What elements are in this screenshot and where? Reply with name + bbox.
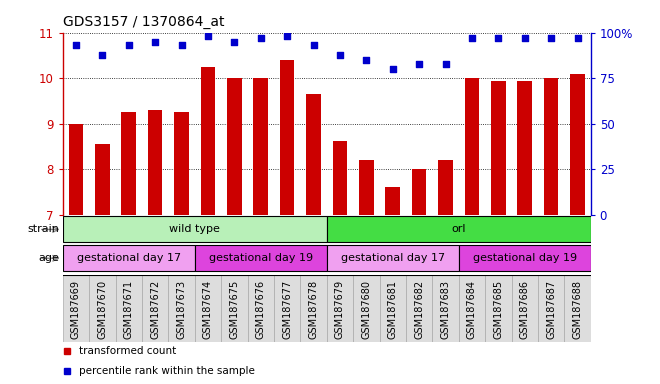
Point bbox=[519, 35, 530, 41]
Bar bbox=[517, 81, 532, 215]
Bar bbox=[221, 275, 248, 342]
Bar bbox=[412, 169, 426, 215]
Text: GSM187682: GSM187682 bbox=[414, 280, 424, 339]
Bar bbox=[63, 245, 195, 271]
Bar bbox=[491, 81, 506, 215]
Point bbox=[71, 42, 81, 48]
Text: GDS3157 / 1370864_at: GDS3157 / 1370864_at bbox=[63, 15, 224, 29]
Bar bbox=[195, 275, 221, 342]
Bar bbox=[63, 217, 327, 242]
Bar bbox=[385, 187, 400, 215]
Text: gestational day 19: gestational day 19 bbox=[473, 253, 577, 263]
Text: GSM187685: GSM187685 bbox=[493, 280, 504, 339]
Point bbox=[203, 33, 213, 39]
Bar bbox=[432, 275, 459, 342]
Bar bbox=[359, 161, 374, 215]
Bar bbox=[148, 110, 162, 215]
Bar bbox=[438, 161, 453, 215]
Text: GSM187678: GSM187678 bbox=[308, 280, 319, 339]
Text: GSM187681: GSM187681 bbox=[387, 280, 398, 339]
Bar bbox=[406, 275, 432, 342]
Text: GSM187671: GSM187671 bbox=[123, 280, 134, 339]
Bar bbox=[69, 124, 83, 215]
Text: GSM187680: GSM187680 bbox=[361, 280, 372, 339]
Point bbox=[414, 61, 424, 67]
Bar bbox=[115, 275, 142, 342]
Bar bbox=[544, 78, 558, 215]
Bar bbox=[327, 275, 353, 342]
Bar bbox=[253, 78, 268, 215]
Bar bbox=[201, 67, 215, 215]
Bar bbox=[327, 217, 591, 242]
Bar bbox=[280, 60, 294, 215]
Bar bbox=[459, 275, 485, 342]
Text: age: age bbox=[38, 253, 59, 263]
Bar bbox=[538, 275, 564, 342]
Point bbox=[282, 33, 292, 39]
Text: GSM187679: GSM187679 bbox=[335, 280, 345, 339]
Text: GSM187669: GSM187669 bbox=[71, 280, 81, 339]
Bar bbox=[353, 275, 380, 342]
Text: GSM187672: GSM187672 bbox=[150, 280, 160, 339]
Bar bbox=[274, 275, 300, 342]
Text: gestational day 17: gestational day 17 bbox=[341, 253, 445, 263]
Text: GSM187676: GSM187676 bbox=[255, 280, 266, 339]
Text: percentile rank within the sample: percentile rank within the sample bbox=[79, 366, 254, 376]
Point bbox=[229, 39, 240, 45]
Text: gestational day 17: gestational day 17 bbox=[77, 253, 181, 263]
Text: gestational day 19: gestational day 19 bbox=[209, 253, 313, 263]
Text: GSM187670: GSM187670 bbox=[97, 280, 108, 339]
Point bbox=[467, 35, 477, 41]
Bar bbox=[89, 275, 116, 342]
Bar bbox=[570, 74, 585, 215]
Text: GSM187687: GSM187687 bbox=[546, 280, 556, 339]
Point bbox=[176, 42, 187, 48]
Point bbox=[440, 61, 451, 67]
Point bbox=[308, 42, 319, 48]
Bar bbox=[142, 275, 168, 342]
Text: GSM187686: GSM187686 bbox=[519, 280, 530, 339]
Bar bbox=[174, 113, 189, 215]
Bar bbox=[512, 275, 538, 342]
Bar bbox=[300, 275, 327, 342]
Bar bbox=[248, 275, 274, 342]
Point bbox=[97, 51, 108, 58]
Point bbox=[387, 66, 398, 72]
Point bbox=[150, 39, 160, 45]
Bar bbox=[379, 275, 406, 342]
Point bbox=[123, 42, 134, 48]
Text: transformed count: transformed count bbox=[79, 346, 176, 356]
Bar bbox=[564, 275, 591, 342]
Bar bbox=[168, 275, 195, 342]
Bar bbox=[63, 275, 89, 342]
Point bbox=[361, 57, 372, 63]
Bar bbox=[195, 245, 327, 271]
Bar bbox=[465, 78, 479, 215]
Text: GSM187673: GSM187673 bbox=[176, 280, 187, 339]
Text: GSM187684: GSM187684 bbox=[467, 280, 477, 339]
Text: GSM187688: GSM187688 bbox=[572, 280, 583, 339]
Point bbox=[546, 35, 556, 41]
Bar bbox=[227, 78, 242, 215]
Bar bbox=[333, 141, 347, 215]
Point bbox=[255, 35, 266, 41]
Text: GSM187675: GSM187675 bbox=[229, 280, 240, 339]
Text: GSM187677: GSM187677 bbox=[282, 280, 292, 339]
Bar bbox=[327, 245, 459, 271]
Point bbox=[335, 51, 345, 58]
Bar bbox=[121, 113, 136, 215]
Bar bbox=[485, 275, 512, 342]
Point bbox=[572, 35, 583, 41]
Bar bbox=[95, 144, 110, 215]
Bar bbox=[306, 94, 321, 215]
Text: GSM187683: GSM187683 bbox=[440, 280, 451, 339]
Text: strain: strain bbox=[28, 224, 59, 235]
Text: orl: orl bbox=[451, 224, 466, 234]
Text: GSM187674: GSM187674 bbox=[203, 280, 213, 339]
Point bbox=[493, 35, 504, 41]
Bar bbox=[459, 245, 591, 271]
Text: wild type: wild type bbox=[169, 224, 220, 234]
